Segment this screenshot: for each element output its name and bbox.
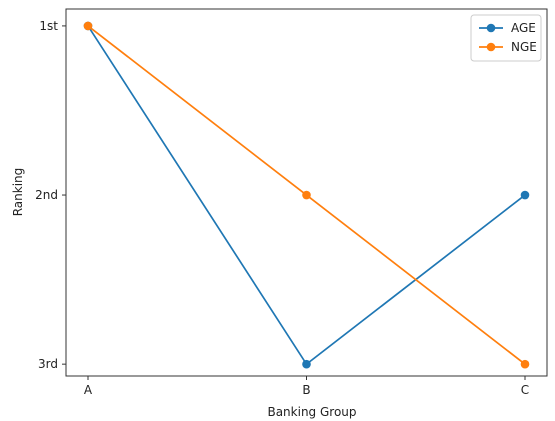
- y-tick-label: 1st: [39, 19, 58, 33]
- data-point-nge: [302, 190, 311, 200]
- data-point-age: [302, 359, 311, 369]
- data-point-age: [520, 190, 530, 200]
- legend-marker-age: [486, 23, 496, 33]
- x-axis-ticks: A B C: [84, 376, 529, 397]
- x-tick-label: B: [302, 383, 310, 397]
- legend-marker-nge: [486, 42, 496, 52]
- x-tick-label: C: [521, 383, 529, 397]
- x-tick-label: A: [84, 383, 93, 397]
- y-axis-label: Ranking: [11, 168, 25, 217]
- series-layer: [83, 21, 530, 369]
- data-point-nge: [83, 21, 93, 31]
- y-tick-label: 3rd: [38, 357, 58, 371]
- legend-label-nge: NGE: [511, 40, 537, 54]
- y-tick-label: 2nd: [35, 188, 58, 202]
- y-axis-ticks: 1st 2nd 3rd: [35, 19, 66, 371]
- x-axis-label: Banking Group: [267, 405, 356, 419]
- legend-label-age: AGE: [511, 21, 536, 35]
- data-point-nge: [520, 359, 530, 369]
- legend: AGE NGE: [470, 14, 542, 62]
